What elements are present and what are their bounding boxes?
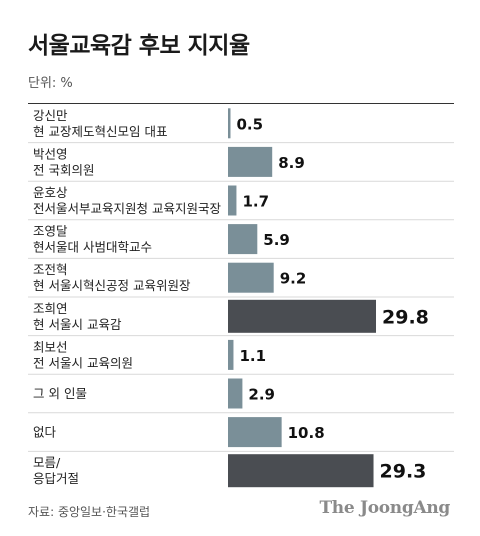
bar-row: 그 외 인물 2.9 — [28, 378, 454, 414]
bar — [228, 378, 243, 409]
category-label: 최보선 전 서울시 교육의원 — [33, 339, 133, 370]
value-label: 29.3 — [380, 461, 427, 483]
value-label: 1.1 — [239, 347, 266, 365]
bar-row: 조영달 현서울대 사범대학교수 5.9 — [28, 224, 454, 259]
category-label: 조전혁 현 서울시혁신공정 교육위원장 — [33, 262, 191, 293]
unit-label: 단위: % — [28, 76, 73, 91]
bar-row: 최보선 전 서울시 교육의원 1.1 — [28, 339, 454, 375]
category-label: 조희연 현 서울시 교육감 — [33, 301, 122, 332]
category-label: 윤호상 전서울서부교육지원청 교육지원국장 — [33, 185, 221, 216]
source-note: 자료: 중앙일보·한국갤럽 — [28, 505, 151, 519]
bar-row: 강신만 현 교장제도혁신모임 대표 0.5 — [28, 108, 454, 144]
bar-row: 윤호상 전서울서부교육지원청 교육지원국장 1.7 — [28, 185, 454, 221]
bar-row: 조전혁 현 서울시혁신공정 교육위원장 9.2 — [28, 262, 454, 298]
chart-title: 서울교육감 후보 지지율 — [28, 33, 250, 59]
publisher-logo: The JoongAng — [319, 498, 450, 518]
bar-row: 없다 10.8 — [28, 417, 454, 452]
value-label: 10.8 — [288, 424, 325, 442]
top-divider — [28, 103, 454, 104]
category-label: 없다 — [33, 425, 57, 440]
bar — [228, 185, 237, 216]
bar — [228, 224, 258, 255]
value-label: 8.9 — [278, 154, 305, 172]
value-label: 1.7 — [242, 193, 269, 211]
bar — [228, 108, 231, 139]
bar — [228, 417, 282, 448]
bar-highlight — [228, 299, 377, 333]
value-label: 9.2 — [280, 270, 307, 288]
bar-highlight — [228, 454, 374, 488]
category-label: 조영달 현서울대 사범대학교수 — [33, 224, 152, 255]
bar-row: 모름/응답거절 29.3 — [33, 454, 427, 488]
bar — [228, 262, 274, 293]
category-label: 박선영 전 국회의원 — [33, 146, 94, 177]
value-label: 29.8 — [382, 306, 429, 328]
category-label: 그 외 인물 — [33, 386, 87, 401]
bar-chart: 강신만 현 교장제도혁신모임 대표 0.5 박선영 전 국회의원 8.9 윤호상 전서울서부교… — [28, 108, 454, 488]
category-label: 강신만 현 교장제도혁신모임 대표 — [33, 108, 167, 139]
value-label: 2.9 — [248, 386, 275, 404]
bar — [228, 339, 234, 370]
bar-row: 조희연 현 서울시 교육감 29.8 — [28, 299, 454, 337]
value-label: 5.9 — [263, 231, 290, 249]
bar — [228, 146, 273, 177]
value-label: 0.5 — [236, 115, 263, 133]
category-label: 모름/응답거절 — [33, 455, 79, 486]
bar-row: 박선영 전 국회의원 8.9 — [28, 146, 454, 182]
